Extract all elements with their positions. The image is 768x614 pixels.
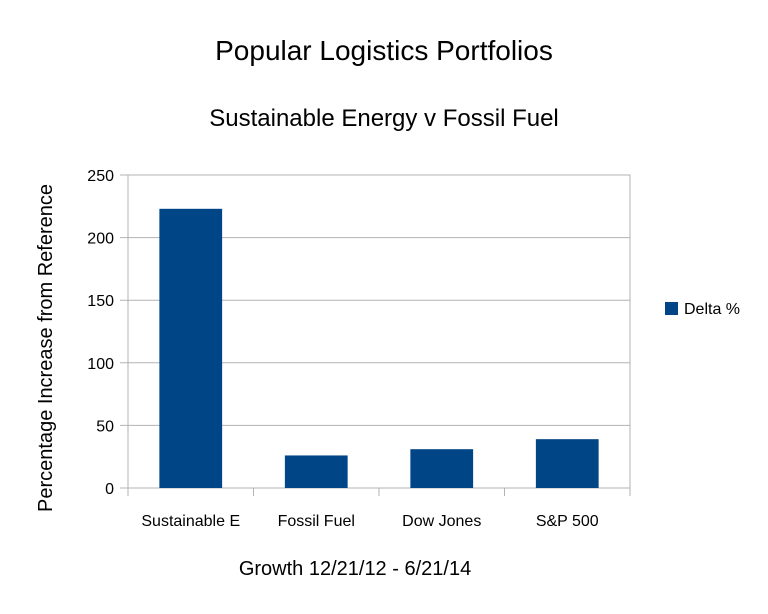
x-tick-label: Dow Jones	[402, 513, 481, 530]
bar-fossil-fuel	[284, 455, 348, 488]
x-tick-label: Fossil Fuel	[278, 513, 355, 530]
y-tick-label: 50	[96, 418, 114, 435]
x-tick-labels: Sustainable E Fossil Fuel Dow Jones S&P 500	[141, 513, 598, 530]
bar-sustainable-e	[159, 208, 223, 488]
bar-s-p-500	[535, 439, 599, 488]
y-tick-label: 200	[87, 231, 114, 248]
bar-dow-jones	[410, 449, 474, 488]
legend-label-delta: Delta %	[684, 301, 740, 318]
chart-title: Popular Logistics Portfolios	[215, 35, 553, 66]
bars	[159, 208, 599, 488]
y-tick-labels: 0 50 100 150 200 250	[87, 168, 114, 498]
x-axis-title: Growth 12/21/12 - 6/21/14	[239, 558, 471, 580]
x-tick-label: Sustainable E	[141, 513, 240, 530]
y-tick-label: 100	[87, 356, 114, 373]
chart-subtitle: Sustainable Energy v Fossil Fuel	[209, 105, 559, 132]
y-tick-label: 250	[87, 168, 114, 185]
legend: Delta %	[665, 301, 740, 318]
x-tick-label: S&P 500	[536, 513, 599, 530]
y-tick-label: 150	[87, 293, 114, 310]
plot-area-frame	[127, 174, 631, 489]
y-tick-label: 0	[105, 481, 114, 498]
y-axis-title: Percentage Increase from Reference	[35, 184, 57, 512]
legend-swatch-delta	[665, 302, 678, 315]
